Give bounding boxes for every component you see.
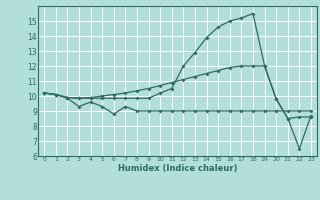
X-axis label: Humidex (Indice chaleur): Humidex (Indice chaleur) [118,164,237,173]
